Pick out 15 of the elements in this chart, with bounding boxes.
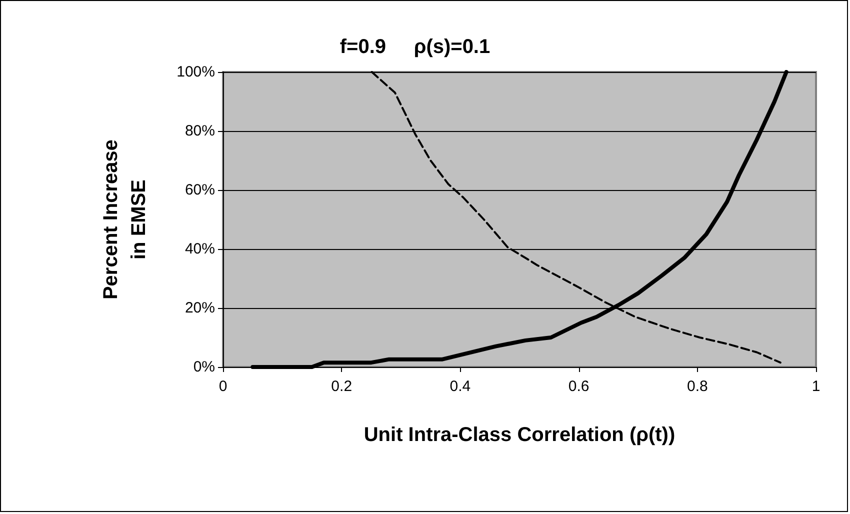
x-tick-label: 0.4 <box>450 378 471 395</box>
x-tick-label: 0.8 <box>686 378 708 395</box>
x-tick-label: 1 <box>812 378 820 395</box>
y-tick-label: 60% <box>184 182 215 198</box>
x-tick-label: 0 <box>218 378 228 395</box>
x-axis-title: Unit Intra-Class Correlation (ρ(t)) <box>364 424 676 446</box>
chart-title: f=0.9 ρ(s)=0.1 <box>340 36 490 58</box>
y-tick-label: 80% <box>184 122 215 140</box>
y-tick-label: 100% <box>176 64 215 80</box>
y-axis-title: Percent Increase in EMSE <box>100 139 150 300</box>
x-tick-label: 0.6 <box>568 378 590 395</box>
y-tick-label: 20% <box>184 300 215 316</box>
y-tick-label: 40% <box>184 240 215 258</box>
x-tick-label: 0.2 <box>331 378 352 395</box>
y-tick-label: 0% <box>193 358 215 376</box>
